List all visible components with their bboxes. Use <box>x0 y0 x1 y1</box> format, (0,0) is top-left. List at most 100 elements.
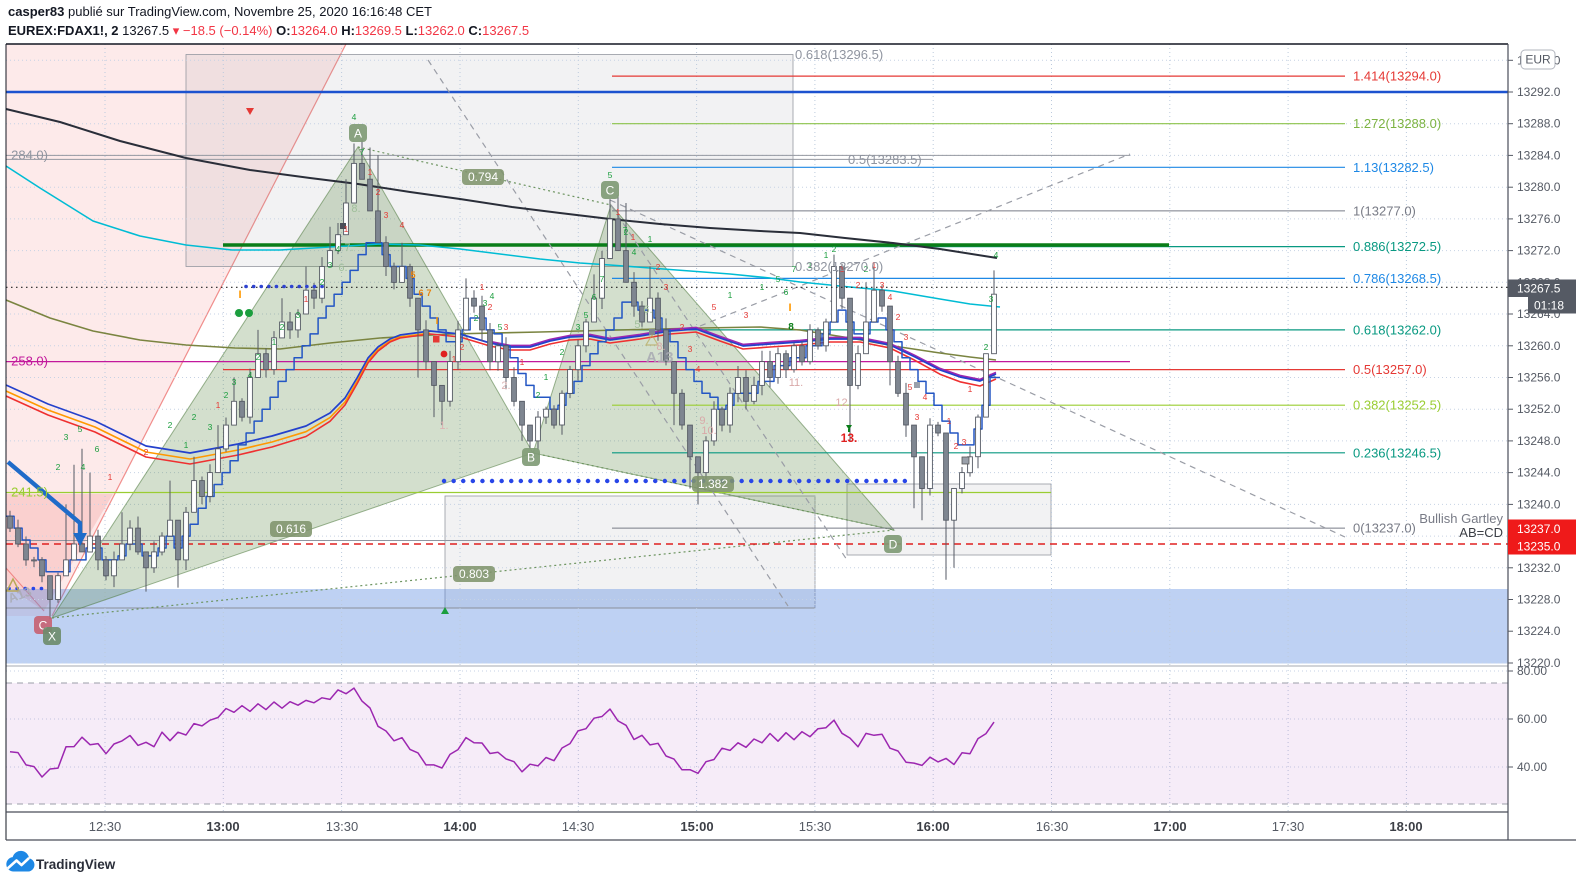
svg-text:2: 2 <box>536 390 541 400</box>
svg-text:0.786(13268.5): 0.786(13268.5) <box>1353 271 1441 286</box>
svg-text:0.794: 0.794 <box>468 170 498 184</box>
svg-text:7: 7 <box>792 264 797 274</box>
svg-text:0.616: 0.616 <box>276 522 306 536</box>
svg-text:13267.5: 13267.5 <box>1517 282 1561 296</box>
svg-text:13224.0: 13224.0 <box>1517 624 1561 638</box>
svg-text:13292.0: 13292.0 <box>1517 85 1561 99</box>
svg-text:2: 2 <box>376 187 381 197</box>
svg-text:5: 5 <box>712 302 717 312</box>
svg-text:13228.0: 13228.0 <box>1517 593 1561 607</box>
svg-text:1: 1 <box>872 260 877 270</box>
svg-text:1: 1 <box>272 337 277 347</box>
svg-text:2: 2 <box>280 322 285 332</box>
svg-text:1: 1 <box>108 472 113 482</box>
svg-text:EUREX:FDAX1!, 2 13267.5 ▾ −18.: EUREX:FDAX1!, 2 13267.5 ▾ −18.5 (−0.14%)… <box>8 23 529 38</box>
svg-text:2: 2 <box>954 441 959 451</box>
svg-text:13256.0: 13256.0 <box>1517 371 1561 385</box>
svg-text:4: 4 <box>490 291 495 301</box>
svg-text:14:00: 14:00 <box>443 819 476 834</box>
svg-text:1: 1 <box>368 167 373 177</box>
svg-text:12:30: 12:30 <box>89 819 122 834</box>
svg-text:5: 5 <box>78 424 83 434</box>
svg-text:2: 2 <box>984 342 989 352</box>
svg-text:1: 1 <box>968 384 973 394</box>
svg-text:15:00: 15:00 <box>680 819 713 834</box>
svg-text:1: 1 <box>480 282 485 292</box>
svg-text:2: 2 <box>856 280 861 290</box>
svg-text:13252.0: 13252.0 <box>1517 402 1561 416</box>
svg-text:4: 4 <box>81 462 86 472</box>
svg-text:0.618(13296.5): 0.618(13296.5) <box>795 47 883 62</box>
svg-text:2: 2 <box>832 244 837 254</box>
svg-text:4: 4 <box>352 112 357 122</box>
svg-text:2: 2 <box>192 412 197 422</box>
svg-text:A: A <box>354 127 362 141</box>
svg-text:3: 3 <box>664 282 669 292</box>
svg-text:2.: 2. <box>501 380 510 392</box>
svg-text:6: 6 <box>418 288 423 298</box>
svg-text:3: 3 <box>989 294 994 304</box>
svg-text:7: 7 <box>600 274 605 284</box>
svg-text:0.5(13257.0): 0.5(13257.0) <box>1353 362 1427 377</box>
svg-text:3: 3 <box>504 322 509 332</box>
svg-text:13276.0: 13276.0 <box>1517 212 1561 226</box>
svg-text:2: 2 <box>224 390 229 400</box>
svg-text:11.: 11. <box>789 377 803 389</box>
svg-text:2: 2 <box>168 420 173 430</box>
svg-text:0.382(13270.0): 0.382(13270.0) <box>795 259 883 274</box>
svg-text:1: 1 <box>184 440 189 450</box>
svg-text:4: 4 <box>923 392 928 402</box>
svg-text:6: 6 <box>592 292 597 302</box>
svg-text:7: 7 <box>360 147 365 157</box>
svg-text:8.: 8. <box>351 203 360 215</box>
svg-text:AB=CD: AB=CD <box>1459 525 1503 540</box>
svg-text:6: 6 <box>95 444 100 454</box>
svg-text:01:18: 01:18 <box>1534 299 1564 313</box>
svg-text:4: 4 <box>400 220 405 230</box>
svg-text:13232.0: 13232.0 <box>1517 561 1561 575</box>
svg-text:0.5(13283.5): 0.5(13283.5) <box>848 152 922 167</box>
svg-text:1: 1 <box>760 282 765 292</box>
svg-text:1.13(13282.5): 1.13(13282.5) <box>1353 160 1434 175</box>
svg-text:7: 7 <box>426 288 431 298</box>
svg-text:5: 5 <box>776 274 781 284</box>
svg-text:5: 5 <box>908 382 913 392</box>
svg-text:2: 2 <box>680 322 685 332</box>
svg-text:4: 4 <box>994 250 999 260</box>
svg-text:0.803: 0.803 <box>459 567 489 581</box>
svg-text:17:00: 17:00 <box>1153 819 1186 834</box>
svg-text:2: 2 <box>144 447 149 457</box>
svg-text:X: X <box>48 630 56 644</box>
svg-text:16:00: 16:00 <box>916 819 949 834</box>
svg-text:10.: 10. <box>701 425 716 437</box>
svg-text:6.: 6. <box>338 262 347 274</box>
svg-text:2: 2 <box>56 462 61 472</box>
svg-text:8.: 8. <box>656 341 665 353</box>
svg-text:1: 1 <box>728 290 733 300</box>
svg-text:2: 2 <box>864 264 869 274</box>
svg-text:8: 8 <box>788 322 794 333</box>
svg-text:3: 3 <box>232 377 237 387</box>
svg-text:9.: 9. <box>699 415 708 427</box>
svg-text:6: 6 <box>784 287 789 297</box>
svg-text:3: 3 <box>915 412 920 422</box>
svg-text:0.886(13272.5): 0.886(13272.5) <box>1353 239 1441 254</box>
svg-text:0.236(13246.5): 0.236(13246.5) <box>1353 445 1441 460</box>
svg-text:3: 3 <box>962 437 967 447</box>
svg-text:3: 3 <box>296 310 301 320</box>
svg-text:3: 3 <box>384 210 389 220</box>
svg-text:3: 3 <box>880 280 885 290</box>
svg-text:D: D <box>889 538 898 552</box>
svg-text:0.618(13262.0): 0.618(13262.0) <box>1353 322 1441 337</box>
svg-text:7: 7 <box>623 225 628 235</box>
svg-text:3: 3 <box>483 298 488 308</box>
svg-text:1.272(13288.0): 1.272(13288.0) <box>1353 116 1441 131</box>
svg-text:3: 3 <box>328 260 333 270</box>
svg-text:13248.0: 13248.0 <box>1517 434 1561 448</box>
svg-text:60.00: 60.00 <box>1517 712 1547 726</box>
svg-text:1: 1 <box>216 400 221 410</box>
svg-text:18:00: 18:00 <box>1389 819 1422 834</box>
svg-text:5: 5 <box>410 270 415 280</box>
svg-text:C: C <box>39 619 48 633</box>
svg-text:12.: 12. <box>835 397 850 409</box>
